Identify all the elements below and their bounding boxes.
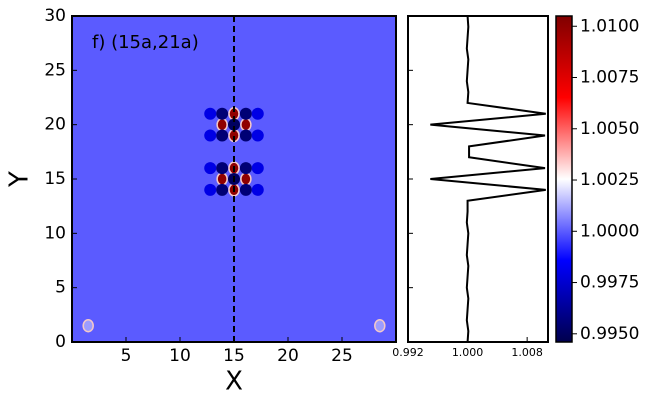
y-tick-label: 20 (44, 115, 66, 135)
x-tick-label: 15 (223, 346, 245, 366)
x-tick-label: 5 (121, 346, 132, 366)
x-tick-label: 0.992 (392, 346, 424, 359)
heatmap-spot (374, 318, 386, 333)
y-tick-label: 30 (44, 6, 66, 26)
y-tick-label: 25 (44, 60, 66, 80)
heatmap-spot (204, 183, 217, 196)
heatmap-spot (239, 162, 252, 175)
colorbar-tick-label: 0.9950 (580, 324, 639, 344)
x-tick-label: 1.008 (511, 346, 543, 359)
annotation: f) (15a,21a) (92, 32, 199, 53)
heatmap-spot (216, 183, 229, 196)
heatmap-spot (216, 117, 228, 132)
y-tick-label: 5 (55, 278, 66, 298)
y-tick-label: 15 (44, 169, 66, 189)
heatmap-spot (240, 172, 252, 186)
x-tick-label: 10 (169, 346, 191, 366)
x-tick-label: 1.000 (452, 346, 484, 359)
heatmap-spot (82, 318, 94, 333)
colorbar-tick-label: 1.0025 (580, 170, 639, 190)
profile-line (430, 15, 546, 343)
heatmap-spot (204, 107, 217, 120)
heatmap-spot (239, 183, 252, 196)
y-tick-label: 0 (55, 332, 66, 352)
heatmap-spot (204, 129, 217, 142)
colorbar-tick-label: 1.0100 (580, 16, 639, 36)
heatmap-spot (240, 117, 252, 132)
heatmap-spot (251, 162, 264, 175)
heatmap-spot (251, 129, 264, 142)
heatmap-spot (239, 129, 252, 142)
colorbar-tick-label: 0.9975 (580, 273, 639, 293)
axes-frame (407, 15, 549, 343)
heatmap-spot (216, 172, 228, 186)
heatmap-spot (251, 107, 264, 120)
heatmap-spot (216, 107, 229, 120)
y-axis-label: Y (5, 171, 35, 188)
heatmap-spot (204, 162, 217, 175)
heatmap-spot (239, 107, 252, 120)
heatmap-spot (216, 129, 229, 142)
x-tick-label: 20 (277, 346, 299, 366)
heatmap-spot (216, 162, 229, 175)
heatmap-spot (228, 118, 240, 131)
y-tick-label: 10 (44, 223, 66, 243)
colorbar-tick-label: 1.0000 (580, 221, 639, 241)
x-axis-label: X (225, 367, 243, 397)
colorbar-tick-label: 1.0050 (580, 119, 639, 139)
x-tick-label: 25 (331, 346, 353, 366)
heatmap-spot (251, 183, 264, 196)
colorbar (555, 15, 573, 343)
colorbar-tick-label: 1.0075 (580, 68, 639, 88)
